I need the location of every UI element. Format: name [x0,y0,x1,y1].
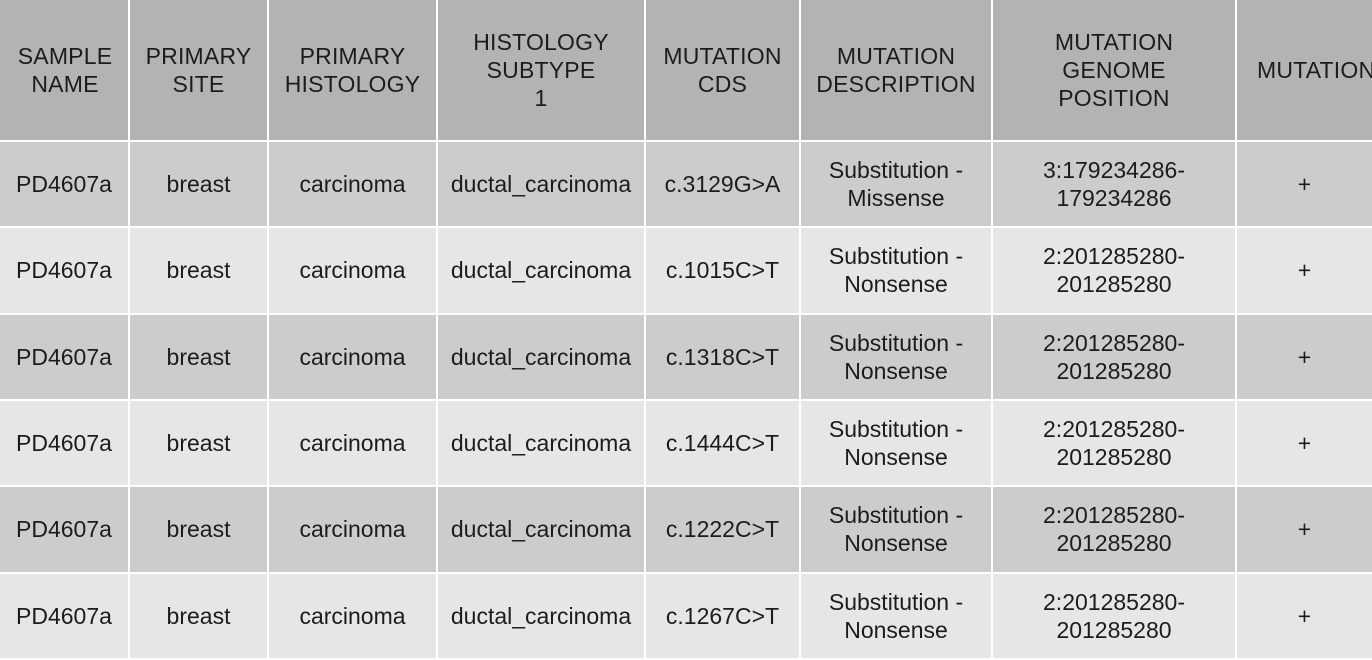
cell-sample-name: PD4607a [0,572,130,660]
cell-mutation-description: Substitution - Nonsense [800,313,993,401]
cell-histology-subtype: ductal_carcinoma [437,486,646,574]
header-row: SAMPLE NAME PRIMARY SITE PRIMARY HISTOLO… [0,0,1372,142]
cell-mutation-description: Substitution - Nonsense [800,399,993,488]
cell-primary-histology: carcinoma [268,313,438,401]
table-row: PD4607a breast carcinoma ductal_carcinom… [0,486,1372,574]
header-mutation-strand[interactable]: MUTATION STRAND [1236,0,1372,142]
table-row: PD4607a breast carcinoma ductal_carcinom… [0,313,1372,401]
cell-mutation-description: Substitution - Nonsense [800,227,993,315]
cell-mutation-cds: c.3129G>A [645,141,801,229]
cell-sample-name: PD4607a [0,141,130,229]
cell-histology-subtype: ductal_carcinoma [437,399,646,488]
cell-sample-name: PD4607a [0,227,130,315]
table-header: SAMPLE NAME PRIMARY SITE PRIMARY HISTOLO… [0,0,1372,142]
header-mutation-cds[interactable]: MUTATION CDS [645,0,801,142]
cell-sample-name: PD4607a [0,399,130,488]
cell-primary-histology: carcinoma [268,486,438,574]
cell-mutation-genome-position: 3:179234286- 179234286 [992,141,1237,229]
header-mutation-genome-position[interactable]: MUTATION GENOME POSITION [992,0,1237,142]
header-primary-site[interactable]: PRIMARY SITE [129,0,269,142]
cell-mutation-cds: c.1318C>T [645,313,801,401]
table-row: PD4607a breast carcinoma ductal_carcinom… [0,141,1372,229]
cell-mutation-cds: c.1015C>T [645,227,801,315]
cell-mutation-strand: + [1236,227,1372,315]
cell-mutation-cds: c.1444C>T [645,399,801,488]
cell-primary-histology: carcinoma [268,399,438,488]
cell-mutation-description: Substitution - Nonsense [800,486,993,574]
cell-primary-site: breast [129,141,269,229]
cell-mutation-genome-position: 2:201285280- 201285280 [992,399,1237,488]
cell-mutation-genome-position: 2:201285280- 201285280 [992,313,1237,401]
cell-primary-site: breast [129,399,269,488]
cell-mutation-strand: + [1236,572,1372,660]
cell-histology-subtype: ductal_carcinoma [437,572,646,660]
cell-mutation-genome-position: 2:201285280- 201285280 [992,572,1237,660]
table-row: PD4607a breast carcinoma ductal_carcinom… [0,399,1372,488]
cell-mutation-genome-position: 2:201285280- 201285280 [992,486,1237,574]
cell-mutation-strand: + [1236,486,1372,574]
cell-primary-histology: carcinoma [268,572,438,660]
cell-histology-subtype: ductal_carcinoma [437,227,646,315]
cell-mutation-strand: + [1236,141,1372,229]
cell-mutation-cds: c.1267C>T [645,572,801,660]
cell-mutation-strand: + [1236,313,1372,401]
cell-primary-histology: carcinoma [268,227,438,315]
cell-primary-site: breast [129,313,269,401]
cell-sample-name: PD4607a [0,313,130,401]
table-body: PD4607a breast carcinoma ductal_carcinom… [0,141,1372,660]
cell-primary-site: breast [129,227,269,315]
table-row: PD4607a breast carcinoma ductal_carcinom… [0,227,1372,315]
cell-mutation-strand: + [1236,399,1372,488]
cell-mutation-cds: c.1222C>T [645,486,801,574]
cell-primary-site: breast [129,486,269,574]
cell-mutation-description: Substitution - Nonsense [800,572,993,660]
cell-primary-site: breast [129,572,269,660]
header-mutation-description[interactable]: MUTATION DESCRIPTION [800,0,993,142]
header-sample-name[interactable]: SAMPLE NAME [0,0,130,142]
cell-sample-name: PD4607a [0,486,130,574]
cell-histology-subtype: ductal_carcinoma [437,313,646,401]
header-primary-histology[interactable]: PRIMARY HISTOLOGY [268,0,438,142]
header-histology-subtype[interactable]: HISTOLOGY SUBTYPE 1 [437,0,646,142]
cell-histology-subtype: ductal_carcinoma [437,141,646,229]
cell-primary-histology: carcinoma [268,141,438,229]
table-row: PD4607a breast carcinoma ductal_carcinom… [0,572,1372,660]
cell-mutation-description: Substitution - Missense [800,141,993,229]
cell-mutation-genome-position: 2:201285280- 201285280 [992,227,1237,315]
